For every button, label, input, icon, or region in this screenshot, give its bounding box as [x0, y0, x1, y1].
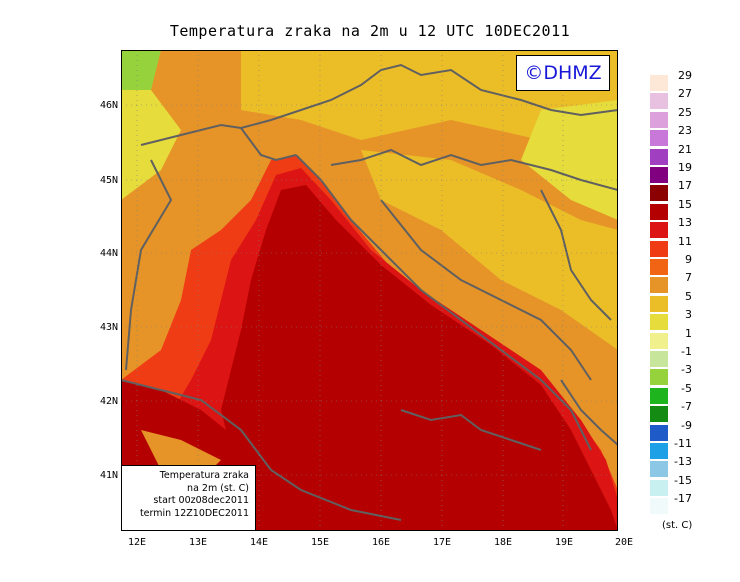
legend-unit: (st. C): [662, 520, 693, 531]
croatia-bih-border: [330, 148, 618, 191]
croatia-coastline: [295, 154, 592, 451]
legend-swatch: [650, 148, 668, 166]
lon-label: 16E: [371, 537, 391, 548]
legend-label: 23: [678, 124, 692, 138]
legend-label: 3: [685, 308, 692, 322]
color-legend: [650, 75, 668, 535]
lon-label: 12E: [127, 537, 147, 548]
info-line-4: termin 12Z10DEC2011: [139, 507, 249, 519]
legend-label: -7: [681, 400, 692, 414]
lon-label: 20E: [614, 537, 634, 548]
bih-inland-border: [380, 199, 592, 381]
legend-label: 9: [685, 253, 692, 266]
legend-swatch: [650, 406, 668, 424]
legend-swatch: [650, 498, 668, 516]
legend-label: -1: [681, 345, 692, 358]
graticule: [121, 50, 618, 531]
alpine-cold-zone: [121, 50, 161, 100]
border-slovenia: [240, 127, 297, 162]
po-valley-zone: [121, 90, 181, 200]
legend-swatch: [650, 93, 668, 111]
lat-label: 42N: [99, 396, 118, 407]
lon-label: 14E: [249, 537, 269, 548]
legend-label: 11: [678, 234, 692, 248]
legend-label: 27: [678, 87, 692, 101]
legend-label: 25: [678, 105, 692, 119]
legend-label: 17: [678, 179, 692, 193]
legend-swatch: [650, 240, 668, 258]
lon-label: 18E: [493, 537, 513, 548]
legend-label: 5: [685, 289, 692, 303]
legend-label: 7: [685, 271, 692, 285]
legend-label: 29: [678, 69, 692, 82]
legend-label: -9: [681, 418, 692, 432]
lat-label: 45N: [99, 175, 118, 186]
legend-label: -11: [674, 437, 692, 450]
legend-swatch: [650, 387, 668, 405]
lon-label: 13E: [188, 537, 208, 548]
lat-label: 44N: [99, 248, 118, 259]
info-line-3: start 00z08dec2011: [153, 495, 249, 506]
legend-swatch: [650, 75, 668, 92]
legend-swatch: [650, 369, 668, 387]
pannonian-cool-zone: [521, 100, 618, 220]
legend-swatch: [650, 277, 668, 295]
legend-swatch: [650, 424, 668, 442]
legend-label: 13: [678, 216, 692, 230]
legend-swatch: [650, 167, 668, 184]
map-title: Temperatura zraka na 2m u 12 UTC 10DEC20…: [169, 22, 571, 40]
lon-label: 17E: [432, 537, 452, 548]
info-line-2: na 2m (st. C): [187, 482, 249, 494]
info-line-1: Temperatura zraka: [159, 470, 249, 481]
gargano-coast: [400, 409, 542, 451]
legend-swatch: [650, 111, 668, 129]
italy-coast-south: [121, 379, 402, 521]
legend-swatch: [650, 461, 668, 479]
legend-swatch: [650, 295, 668, 313]
legend-label: -15: [674, 473, 692, 487]
legend-swatch: [650, 479, 668, 497]
montenegro-border: [560, 379, 618, 446]
legend-label: -5: [681, 381, 692, 395]
dhmz-logo: ©DHMZ: [516, 55, 610, 91]
legend-label: -13: [674, 455, 692, 469]
legend-swatch: [650, 314, 668, 332]
legend-swatch: [650, 222, 668, 240]
lat-label: 46N: [99, 100, 118, 111]
legend-label: 15: [678, 197, 692, 211]
legend-label: -17: [674, 492, 692, 506]
legend-swatch: [650, 259, 668, 276]
legend-label: -3: [681, 363, 692, 377]
legend-swatch: [650, 203, 668, 221]
legend-label: 21: [678, 142, 692, 156]
legend-label: 19: [678, 161, 692, 174]
lat-label: 43N: [99, 322, 118, 333]
temperature-field: [121, 50, 618, 531]
legend-swatch: [650, 185, 668, 203]
italy-coast-north: [125, 159, 173, 371]
lat-label: 41N: [99, 470, 118, 481]
lon-label: 19E: [554, 537, 574, 548]
legend-swatch: [650, 443, 668, 460]
dinaric-cool-zone: [361, 150, 618, 350]
info-box: Temperatura zraka na 2m (st. C) start 00…: [121, 465, 256, 531]
legend-swatch: [650, 351, 668, 368]
legend-swatch: [650, 332, 668, 350]
lon-label: 15E: [310, 537, 330, 548]
adriatic-warm-zone: [221, 185, 618, 531]
legend-label: 1: [685, 326, 692, 340]
serbia-border: [540, 189, 612, 321]
legend-swatch: [650, 130, 668, 148]
borders-layer: [121, 63, 618, 521]
temperature-map: [121, 50, 618, 531]
